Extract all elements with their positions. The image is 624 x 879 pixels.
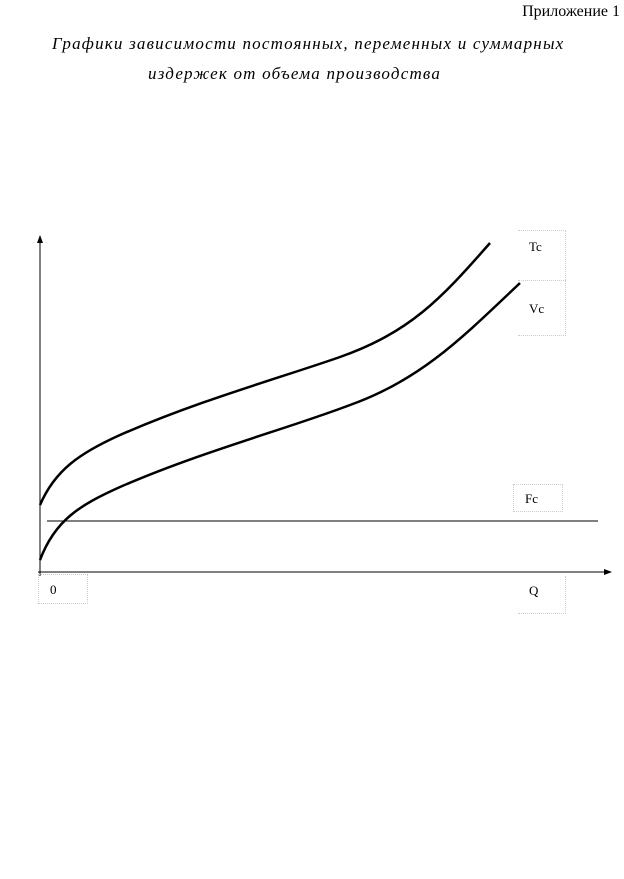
title-line: издержек от объема производства <box>148 64 442 83</box>
appendix-label: Приложение 1 <box>522 3 620 20</box>
title-line: Графики зависимости постоянных, переменн… <box>52 34 565 53</box>
vc-label: Vc <box>518 280 566 336</box>
origin-label: 0 <box>38 574 88 604</box>
tc-curve <box>38 242 491 506</box>
tc-label: Tc <box>518 230 566 280</box>
fc-label: Fc <box>513 484 563 512</box>
q-label: Q <box>518 576 566 614</box>
vc-curve <box>38 282 521 561</box>
